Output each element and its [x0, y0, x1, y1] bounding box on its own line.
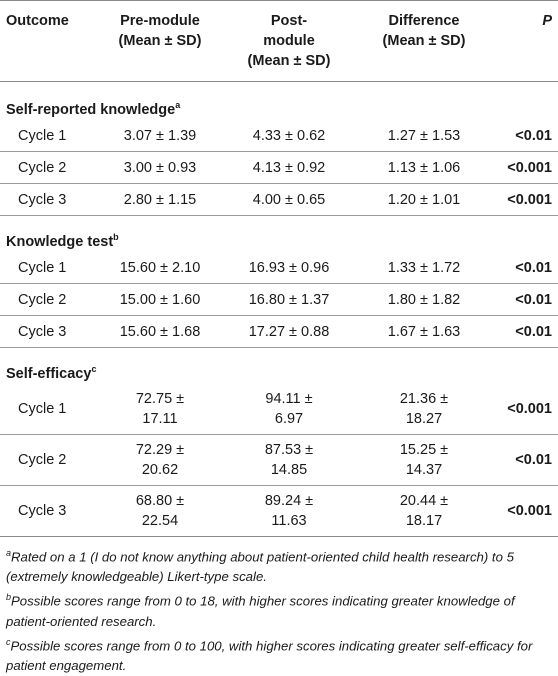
- table-row: Cycle 1 72.75 ±17.11 94.11 ±6.97 21.36 ±…: [0, 384, 558, 435]
- footnote-mark: a: [175, 100, 181, 111]
- p-value: <0.01: [490, 120, 558, 152]
- header-row: Outcome Pre-module (Mean ± SD) Post-modul…: [0, 0, 558, 82]
- difference-value: 20.44 ±18.17: [358, 485, 490, 537]
- pre-value: 3.00 ± 0.93: [100, 151, 220, 184]
- footnote-b: bPossible scores range from 0 to 18, wit…: [6, 592, 515, 629]
- post-value: 89.24 ±11.63: [220, 485, 358, 537]
- section-self-efficacy: Self-efficacyc: [0, 348, 558, 385]
- difference-value: 1.27 ± 1.53: [358, 120, 490, 152]
- cycle-label: Cycle 1: [0, 120, 100, 152]
- section-self-reported-knowledge: Self-reported knowledgea: [0, 82, 558, 121]
- p-value: <0.01: [490, 434, 558, 486]
- footnote-c: cPossible scores range from 0 to 100, wi…: [6, 636, 533, 674]
- cycle-label: Cycle 1: [0, 252, 100, 284]
- p-value: <0.001: [490, 183, 558, 216]
- header-outcome: Outcome: [6, 13, 69, 29]
- section-title: Self-efficacy: [6, 365, 92, 382]
- table-row: Cycle 2 72.29 ±20.62 87.53 ±14.85 15.25 …: [0, 434, 558, 486]
- pre-value: 72.75 ±17.11: [100, 384, 220, 435]
- p-value: <0.001: [490, 384, 558, 435]
- pre-value: 2.80 ± 1.15: [100, 183, 220, 216]
- cycle-label: Cycle 2: [0, 151, 100, 184]
- footnote-a: aRated on a 1 (I do not know anything ab…: [6, 548, 514, 585]
- cycle-label: Cycle 3: [0, 485, 100, 537]
- cycle-label: Cycle 1: [0, 384, 100, 435]
- outcomes-table: Outcome Pre-module (Mean ± SD) Post-modul…: [0, 0, 558, 537]
- header-p-value: P: [542, 13, 552, 29]
- post-value: 16.93 ± 0.96: [220, 252, 358, 284]
- table-row: Cycle 2 3.00 ± 0.93 4.13 ± 0.92 1.13 ± 1…: [0, 151, 558, 184]
- pre-value: 72.29 ±20.62: [100, 434, 220, 486]
- pre-value: 15.60 ± 1.68: [100, 315, 220, 348]
- difference-value: 1.80 ± 1.82: [358, 283, 490, 316]
- p-value: <0.001: [490, 485, 558, 537]
- difference-value: 21.36 ±18.27: [358, 384, 490, 435]
- pre-value: 3.07 ± 1.39: [100, 120, 220, 152]
- cycle-label: Cycle 2: [0, 283, 100, 316]
- post-value: 4.33 ± 0.62: [220, 120, 358, 152]
- difference-value: 1.67 ± 1.63: [358, 315, 490, 348]
- post-value: 87.53 ±14.85: [220, 434, 358, 486]
- cycle-label: Cycle 3: [0, 315, 100, 348]
- post-value: 4.00 ± 0.65: [220, 183, 358, 216]
- post-value: 4.13 ± 0.92: [220, 151, 358, 184]
- section-title: Knowledge test: [6, 233, 114, 250]
- header-difference: Difference (Mean ± SD): [382, 13, 466, 49]
- difference-value: 15.25 ±14.37: [358, 434, 490, 486]
- footnote-mark: b: [113, 232, 119, 243]
- table-row: Cycle 1 15.60 ± 2.10 16.93 ± 0.96 1.33 ±…: [0, 252, 558, 284]
- table-footnotes: aRated on a 1 (I do not know anything ab…: [0, 537, 558, 676]
- footnote-mark: c: [91, 364, 97, 375]
- header-post-module: Post-module (Mean ± SD): [247, 13, 331, 69]
- cycle-label: Cycle 3: [0, 183, 100, 216]
- section-knowledge-test: Knowledge testb: [0, 216, 558, 253]
- difference-value: 1.20 ± 1.01: [358, 183, 490, 216]
- table-row: Cycle 3 15.60 ± 1.68 17.27 ± 0.88 1.67 ±…: [0, 315, 558, 348]
- pre-value: 15.00 ± 1.60: [100, 283, 220, 316]
- table-row: Cycle 2 15.00 ± 1.60 16.80 ± 1.37 1.80 ±…: [0, 283, 558, 316]
- post-value: 94.11 ±6.97: [220, 384, 358, 435]
- difference-value: 1.13 ± 1.06: [358, 151, 490, 184]
- section-title: Self-reported knowledge: [6, 101, 176, 118]
- difference-value: 1.33 ± 1.72: [358, 252, 490, 284]
- p-value: <0.01: [490, 315, 558, 348]
- header-pre-module: Pre-module (Mean ± SD): [118, 13, 202, 49]
- p-value: <0.01: [490, 283, 558, 316]
- post-value: 17.27 ± 0.88: [220, 315, 358, 348]
- table-row: Cycle 3 68.80 ±22.54 89.24 ±11.63 20.44 …: [0, 485, 558, 537]
- pre-value: 15.60 ± 2.10: [100, 252, 220, 284]
- table-row: Cycle 3 2.80 ± 1.15 4.00 ± 0.65 1.20 ± 1…: [0, 183, 558, 216]
- cycle-label: Cycle 2: [0, 434, 100, 486]
- post-value: 16.80 ± 1.37: [220, 283, 358, 316]
- pre-value: 68.80 ±22.54: [100, 485, 220, 537]
- table-row: Cycle 1 3.07 ± 1.39 4.33 ± 0.62 1.27 ± 1…: [0, 120, 558, 152]
- p-value: <0.001: [490, 151, 558, 184]
- p-value: <0.01: [490, 252, 558, 284]
